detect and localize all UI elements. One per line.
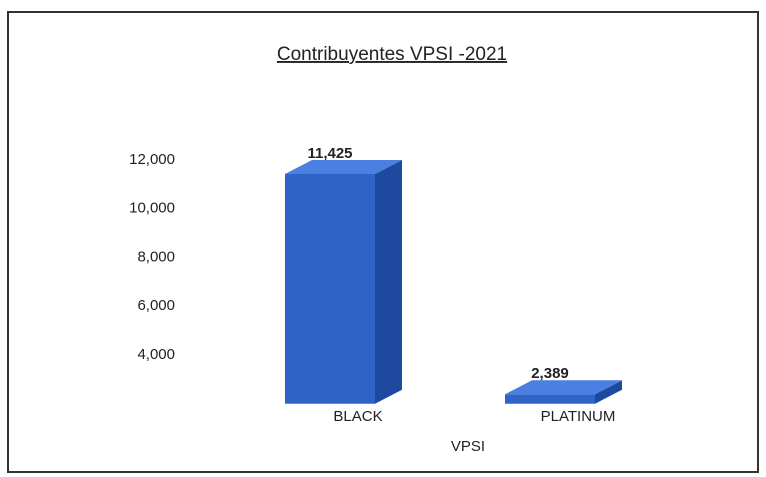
y-tick-label: 4,000 bbox=[137, 346, 175, 363]
x-tick-label: PLATINUM bbox=[541, 408, 616, 425]
y-tick-label: 12,000 bbox=[129, 151, 175, 168]
y-tick-label: 10,000 bbox=[129, 200, 175, 217]
bar-side bbox=[375, 160, 402, 404]
x-tick-label: BLACK bbox=[333, 408, 382, 425]
value-label: 2,389 bbox=[531, 365, 569, 382]
bar-side bbox=[595, 380, 622, 404]
x-axis-label: VPSI bbox=[451, 438, 485, 455]
chart-title: Contribuyentes VPSI -2021 bbox=[277, 44, 507, 65]
bar bbox=[505, 394, 595, 404]
value-label: 11,425 bbox=[307, 145, 352, 162]
bar bbox=[285, 174, 375, 404]
bar-top bbox=[285, 160, 402, 175]
y-tick-label: 8,000 bbox=[137, 248, 175, 265]
bar-top bbox=[505, 380, 622, 395]
y-tick-label: 6,000 bbox=[137, 297, 175, 314]
